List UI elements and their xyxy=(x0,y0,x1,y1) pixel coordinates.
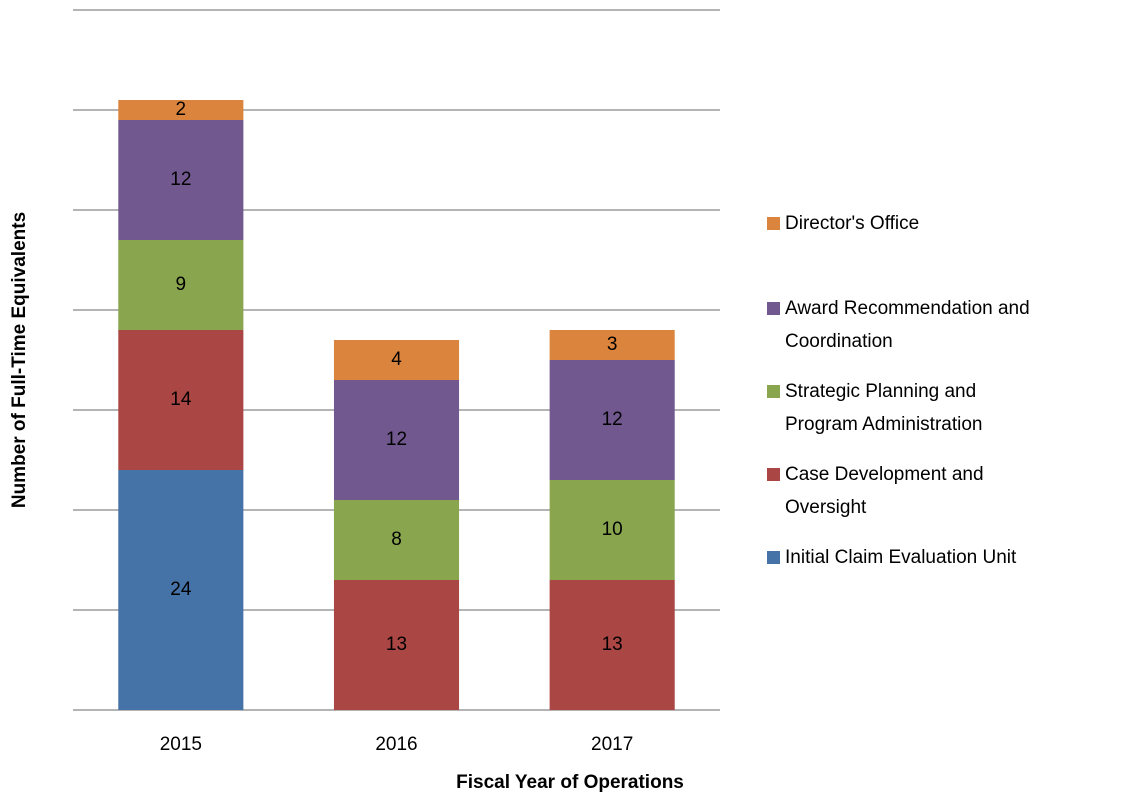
data-label: 8 xyxy=(391,529,402,550)
legend-swatch xyxy=(767,468,780,481)
x-tick-label: 2015 xyxy=(160,734,202,755)
bar-segment xyxy=(333,340,460,380)
data-label: 2 xyxy=(176,99,187,120)
bar-segment xyxy=(549,330,675,360)
legend-label: Initial Claim Evaluation Unit xyxy=(785,547,1017,568)
legend-swatch xyxy=(767,551,780,564)
bar-segment xyxy=(333,580,460,710)
x-axis-title: Fiscal Year of Operations xyxy=(456,772,684,793)
data-label: 12 xyxy=(602,409,623,430)
legend-item: Initial Claim Evaluation Unit xyxy=(767,547,1017,568)
bar-segment xyxy=(549,480,675,580)
y-axis-title: Number of Full-Time Equivalents xyxy=(9,212,30,508)
legend-item: Award Recommendation and Coordination xyxy=(767,298,1030,352)
data-label: 3 xyxy=(607,334,618,355)
bar-segment xyxy=(549,360,675,480)
bar-segment xyxy=(549,580,675,710)
data-label: 10 xyxy=(602,519,623,540)
data-label: 12 xyxy=(170,169,191,190)
data-label: 9 xyxy=(176,274,187,295)
data-label: 13 xyxy=(386,634,407,655)
bar-segment xyxy=(118,120,244,240)
bar-segment xyxy=(118,240,244,330)
bar-segment xyxy=(118,470,244,710)
legend-swatch xyxy=(767,385,780,398)
legend-swatch xyxy=(767,302,780,315)
legend-label: Award Recommendation and Coordination xyxy=(785,298,1030,352)
bar-segment xyxy=(118,330,244,470)
data-label: 24 xyxy=(170,579,192,600)
legend-label: Director's Office xyxy=(785,213,919,234)
data-label: 14 xyxy=(170,389,192,410)
legend-item: Director's Office xyxy=(767,213,919,234)
bar-segment xyxy=(118,100,244,120)
data-label: 12 xyxy=(386,429,407,450)
legend-label: Strategic Planning and Program Administra… xyxy=(785,381,982,435)
x-tick-label: 2016 xyxy=(375,734,417,755)
legend-label: Case Development and Oversight xyxy=(785,464,984,518)
x-tick-label: 2017 xyxy=(591,734,633,755)
data-label: 4 xyxy=(391,349,402,370)
legend-swatch xyxy=(767,217,780,230)
data-label: 13 xyxy=(602,634,623,655)
legend-item: Case Development and Oversight xyxy=(767,464,984,518)
legend-item: Strategic Planning and Program Administra… xyxy=(767,381,982,435)
bar-segment xyxy=(333,380,460,500)
bar-segment xyxy=(333,500,460,580)
